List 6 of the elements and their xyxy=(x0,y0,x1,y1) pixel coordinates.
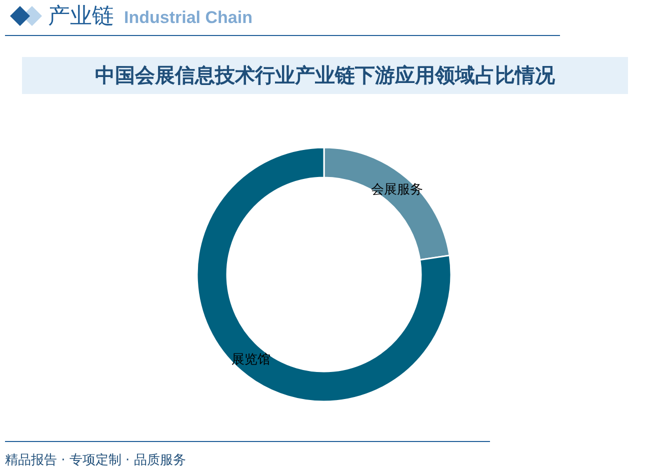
slice-label: 展览馆 xyxy=(231,352,270,368)
text: 产业链 xyxy=(48,3,114,31)
chart-title: 中国会展信息技术行业产业链下游应用领域占比情况 xyxy=(95,62,555,89)
text: 精品报告 · 专项定制 · 品质服务 xyxy=(5,452,186,470)
text: Industrial Chain xyxy=(124,7,252,29)
donut-slice xyxy=(196,146,452,402)
